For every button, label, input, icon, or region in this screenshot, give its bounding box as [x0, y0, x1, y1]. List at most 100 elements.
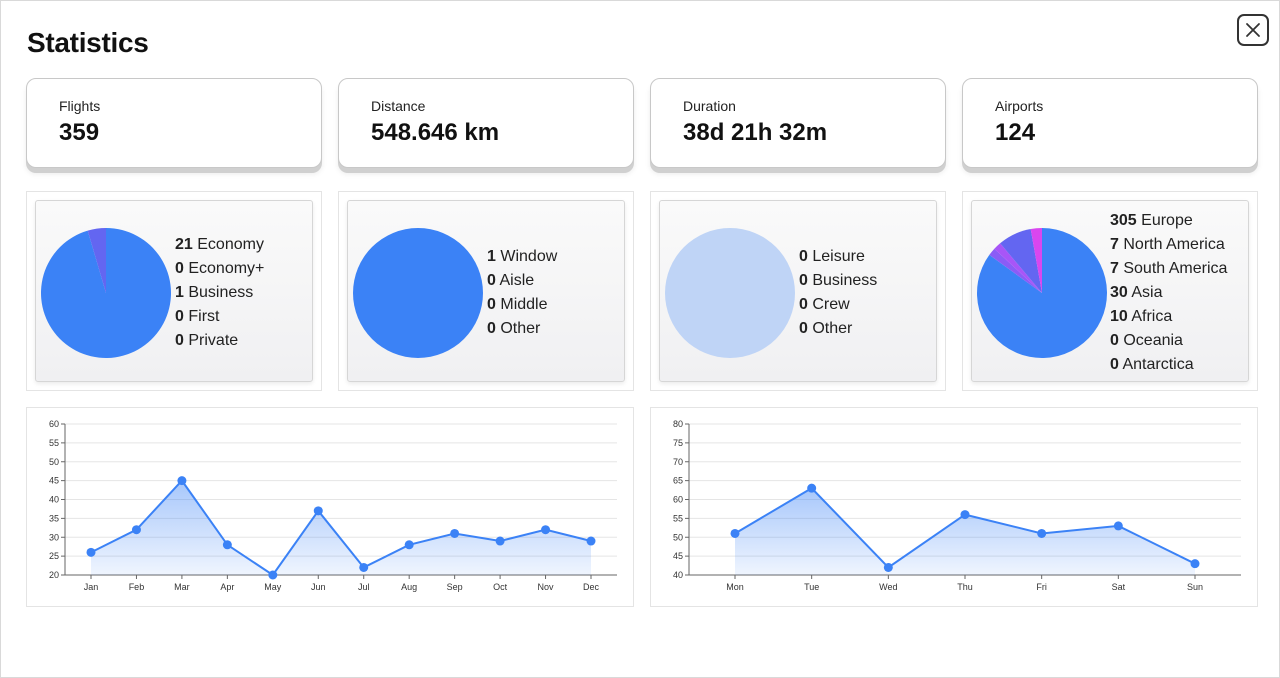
monthly-chart-card: 20 25 30 35 40 45 50 55 60 Jan Feb Mar Apr May Jun Jul A… [26, 407, 634, 607]
data-point-jun [313, 506, 323, 516]
data-point-oct [495, 536, 505, 546]
x-tick-label: Mon [726, 582, 744, 592]
data-point-may [268, 570, 278, 580]
stat-label: Distance [371, 98, 426, 114]
pie-legend-seat-class: 21 Economy 0 Economy+ 1 Business 0 First… [175, 233, 264, 353]
y-tick-label: 75 [673, 438, 683, 448]
pie-legend-reason: 0 Leisure 0 Business 0 Crew 0 Other [799, 245, 877, 341]
pie-slice-africa [1030, 228, 1042, 293]
close-icon [1246, 23, 1260, 37]
pie-chart-continents [977, 228, 1107, 358]
y-tick-label: 45 [673, 551, 683, 561]
legend-item: 0 First [175, 308, 220, 325]
legend-item: 7 North America [1110, 236, 1225, 253]
legend-item: 0 Leisure [799, 248, 865, 265]
pie-slice-asia [1000, 228, 1042, 293]
stat-value: 548.646 km [371, 119, 500, 146]
x-tick-label: Wed [879, 582, 897, 592]
monthly-flights-chart: 20 25 30 35 40 45 50 55 60 Jan Feb Mar Apr May Jun Jul A… [49, 419, 617, 592]
y-tick-label: 55 [49, 438, 59, 448]
data-point-apr [222, 540, 232, 550]
legend-item: 1 Business [175, 284, 254, 301]
y-tick-label: 50 [49, 457, 59, 467]
pie-card-seat-type: 1 Window 0 Aisle 0 Middle 0 Other [338, 191, 634, 391]
stat-value: 38d 21h 32m [683, 119, 828, 146]
legend-item: 0 Private [175, 332, 239, 349]
reason-empty-slice [665, 228, 795, 358]
x-tick-label: Nov [538, 582, 555, 592]
data-point-jul [359, 562, 369, 572]
y-tick-label: 35 [49, 513, 59, 523]
pie-legend-continents: 305 Europe 7 North America 7 South Ameri… [1110, 209, 1227, 377]
data-point-feb [131, 525, 141, 535]
close-button[interactable] [1237, 14, 1269, 46]
x-tick-label: Sat [1112, 582, 1126, 592]
y-tick-label: 70 [673, 457, 683, 467]
y-tick-label: 20 [49, 570, 59, 580]
data-point-nov [541, 525, 551, 535]
data-point-jan [86, 547, 96, 557]
stat-card-duration: Duration 38d 21h 32m [650, 78, 946, 168]
y-tick-label: 40 [673, 570, 683, 580]
legend-item: 0 Crew [799, 296, 850, 313]
stat-label: Airports [995, 98, 1044, 114]
pie-panel: 1 Window 0 Aisle 0 Middle 0 Other [347, 200, 625, 382]
pie-panel: 21 Economy 0 Economy+ 1 Business 0 First… [35, 200, 313, 382]
page-title: Statistics [27, 27, 149, 58]
data-point-mon [730, 528, 740, 538]
pie-chart-seat-class [40, 228, 172, 358]
x-tick-label: Aug [401, 582, 417, 592]
legend-item: 0 Business [799, 272, 878, 289]
stat-card-distance: Distance 548.646 km [338, 78, 634, 168]
data-point-fri [1037, 528, 1047, 538]
x-tick-label: Jun [311, 582, 326, 592]
area-fill [91, 480, 591, 575]
stat-label: Flights [59, 98, 101, 114]
y-tick-label: 65 [673, 476, 683, 486]
data-point-mar [177, 476, 187, 486]
y-tick-label: 40 [49, 495, 59, 505]
x-tick-label: Mar [174, 582, 190, 592]
legend-item: 7 South America [1110, 260, 1228, 277]
stat-label: Duration [683, 98, 736, 114]
legend-item: 0 Middle [487, 296, 548, 313]
series-line [90, 479, 592, 577]
legend-item: 0 Other [799, 320, 853, 337]
pie-panel: 305 Europe 7 North America 7 South Ameri… [971, 200, 1249, 382]
x-tick-label: Sep [447, 582, 463, 592]
x-tick-label: Thu [957, 582, 973, 592]
legend-item: 30 Asia [1110, 284, 1163, 301]
stat-card-airports: Airports 124 [962, 78, 1258, 168]
data-point-sat [1113, 521, 1123, 531]
legend-item: 0 Aisle [487, 272, 535, 289]
stat-card-flights: Flights 359 [26, 78, 322, 168]
area-fill [735, 488, 1195, 575]
data-point-sun [1190, 559, 1200, 569]
pie-chart-reason [665, 228, 795, 358]
legend-item: 305 Europe [1110, 212, 1193, 229]
x-tick-label: Jan [84, 582, 99, 592]
x-tick-label: Fri [1036, 582, 1047, 592]
pie-slice-north-america [989, 248, 1042, 293]
y-tick-label: 80 [673, 419, 683, 429]
x-tick-label: Oct [493, 582, 508, 592]
weekday-chart-card: 40 45 50 55 60 65 70 75 80 Mon Tue Wed Thu Fri Sat Sun [650, 407, 1258, 607]
x-tick-label: Dec [583, 582, 600, 592]
pie-card-seat-class: 21 Economy 0 Economy+ 1 Business 0 First… [26, 191, 322, 391]
pie-slice-window [353, 228, 483, 358]
legend-item: 0 Antarctica [1110, 356, 1194, 373]
x-tick-label: Feb [129, 582, 145, 592]
data-point-thu [960, 510, 970, 520]
stat-value: 124 [995, 119, 1036, 146]
legend-item: 0 Economy+ [175, 260, 265, 277]
legend-item: 0 Oceania [1110, 332, 1183, 349]
x-tick-label: Sun [1187, 582, 1203, 592]
y-tick-label: 30 [49, 532, 59, 542]
pie-card-continents: 305 Europe 7 North America 7 South Ameri… [962, 191, 1258, 391]
pie-legend-seat-type: 1 Window 0 Aisle 0 Middle 0 Other [487, 245, 557, 341]
legend-item: 10 Africa [1110, 308, 1173, 325]
data-point-sep [450, 528, 460, 538]
y-tick-label: 60 [673, 495, 683, 505]
legend-item: 21 Economy [175, 236, 264, 253]
